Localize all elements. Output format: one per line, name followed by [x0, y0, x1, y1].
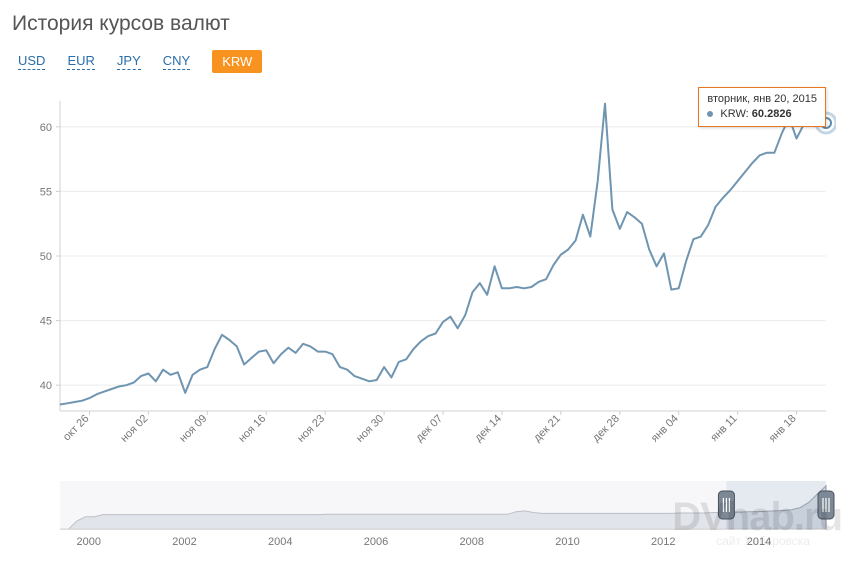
tooltip-date: вторник, янв 20, 2015: [707, 92, 817, 107]
svg-text:2002: 2002: [172, 536, 196, 548]
svg-text:ноя 09: ноя 09: [177, 413, 209, 445]
svg-text:янв 04: янв 04: [649, 413, 681, 445]
svg-text:2010: 2010: [555, 536, 579, 548]
svg-text:ноя 23: ноя 23: [295, 413, 327, 445]
tab-jpy[interactable]: JPY: [117, 53, 141, 70]
range-navigator[interactable]: 2000 2002 2004 2006 2008 2010 2012 2014: [16, 477, 836, 551]
page-title: История курсов валют: [12, 12, 838, 36]
tab-usd[interactable]: USD: [18, 53, 45, 70]
svg-text:2014: 2014: [747, 536, 771, 548]
svg-text:дек 07: дек 07: [414, 413, 446, 445]
tab-cny[interactable]: CNY: [163, 53, 190, 70]
svg-text:2006: 2006: [364, 536, 388, 548]
svg-text:окт 26: окт 26: [61, 413, 92, 444]
svg-text:2000: 2000: [76, 536, 100, 548]
svg-text:дек 14: дек 14: [472, 413, 504, 445]
tab-eur[interactable]: EUR: [67, 53, 94, 70]
main-chart[interactable]: 40 45 50 55 60 окт 26 ноя 02 ноя 09 ноя 16 ноя 23…: [16, 91, 836, 471]
svg-text:ноя 30: ноя 30: [354, 413, 386, 445]
svg-text:40: 40: [40, 380, 52, 392]
svg-text:2008: 2008: [459, 536, 483, 548]
tooltip-marker-icon: [707, 111, 713, 117]
tab-krw[interactable]: KRW: [212, 50, 262, 73]
svg-text:дек 28: дек 28: [590, 413, 622, 445]
svg-text:дек 21: дек 21: [531, 413, 563, 445]
tooltip-value: 60.2826: [752, 108, 792, 120]
svg-text:янв 18: янв 18: [767, 413, 799, 445]
svg-text:55: 55: [40, 186, 52, 198]
svg-text:45: 45: [40, 316, 52, 328]
svg-text:50: 50: [40, 251, 52, 263]
tooltip-series: KRW:: [720, 108, 748, 120]
svg-text:2012: 2012: [651, 536, 675, 548]
svg-text:60: 60: [40, 122, 52, 134]
currency-tabs: USD EUR JPY CNY KRW: [12, 50, 838, 73]
chart-tooltip: вторник, янв 20, 2015 KRW: 60.2826: [698, 87, 826, 127]
svg-text:ноя 16: ноя 16: [236, 413, 268, 445]
svg-text:ноя 02: ноя 02: [118, 413, 150, 445]
svg-text:янв 11: янв 11: [708, 413, 739, 444]
svg-text:2004: 2004: [268, 536, 292, 548]
